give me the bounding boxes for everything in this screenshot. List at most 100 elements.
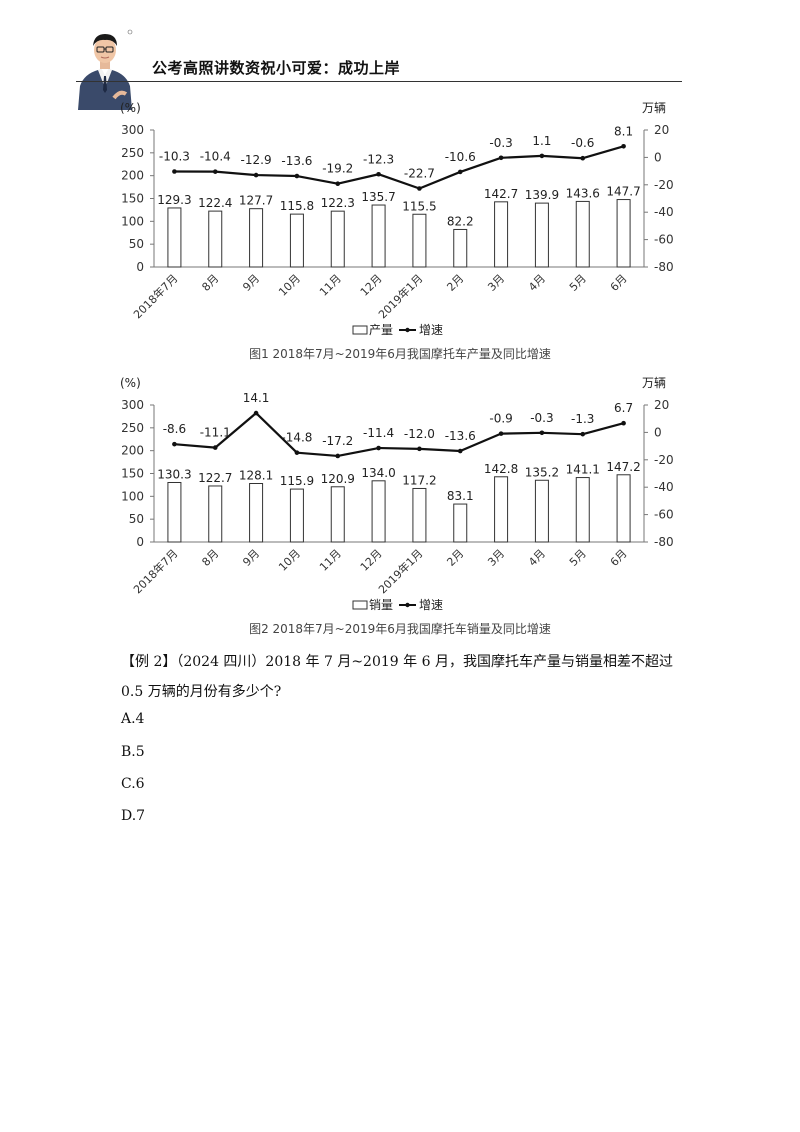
growth-value-label: -12.9 bbox=[241, 153, 272, 167]
category-label: 12月 bbox=[358, 547, 385, 574]
growth-value-label: 6.7 bbox=[614, 401, 633, 415]
category-label: 8月 bbox=[199, 272, 221, 294]
left-tick-label: 50 bbox=[129, 512, 144, 526]
left-axis-unit: (%) bbox=[120, 376, 141, 390]
left-tick-label: 200 bbox=[121, 169, 144, 183]
bar bbox=[494, 201, 509, 268]
growth-point bbox=[417, 186, 422, 191]
growth-point bbox=[580, 431, 586, 437]
bar-value-label: 115.8 bbox=[280, 199, 314, 213]
bar bbox=[208, 210, 223, 268]
category-label: 2019年1月 bbox=[375, 546, 425, 596]
category-label: 2月 bbox=[444, 272, 466, 294]
category-label: 3月 bbox=[485, 272, 507, 294]
category-label: 2月 bbox=[444, 547, 466, 569]
bar bbox=[208, 485, 223, 543]
growth-point bbox=[294, 450, 300, 455]
page-header: 公考高照讲数资祝小可爱：成功上岸 bbox=[0, 0, 800, 110]
category-label: 9月 bbox=[240, 272, 262, 294]
right-tick-label: 0 bbox=[654, 150, 662, 164]
legend-bar-swatch bbox=[352, 600, 368, 610]
growth-point bbox=[417, 446, 422, 452]
bar bbox=[249, 483, 264, 543]
category-label: 10月 bbox=[276, 272, 303, 299]
growth-value-label: -0.9 bbox=[489, 412, 512, 426]
bar bbox=[371, 204, 386, 268]
right-tick-label: -20 bbox=[654, 453, 674, 467]
growth-value-label: -14.8 bbox=[281, 431, 312, 445]
right-tick-label: 0 bbox=[654, 425, 662, 439]
option-c[interactable]: C.6 bbox=[121, 776, 145, 792]
bar bbox=[575, 200, 590, 268]
right-tick-label: -80 bbox=[654, 535, 674, 549]
bar bbox=[453, 503, 468, 543]
growth-value-label: -13.6 bbox=[445, 429, 476, 443]
bar bbox=[534, 479, 549, 543]
growth-value-label: -22.7 bbox=[404, 166, 435, 180]
bar-value-label: 117.2 bbox=[402, 473, 436, 487]
bar bbox=[167, 207, 182, 268]
category-label: 11月 bbox=[317, 272, 344, 299]
growth-value-label: -0.3 bbox=[530, 411, 553, 425]
bar-value-label: 130.3 bbox=[157, 467, 191, 481]
legend-bar-swatch bbox=[352, 325, 368, 335]
bar bbox=[289, 213, 304, 268]
bar-value-label: 147.2 bbox=[606, 460, 640, 474]
left-tick-label: 200 bbox=[121, 444, 144, 458]
bar bbox=[534, 202, 549, 268]
chart-caption: 图1 2018年7月~2019年6月我国摩托车产量及同比增速 bbox=[249, 346, 551, 360]
left-axis-unit: (%) bbox=[120, 101, 141, 115]
option-b[interactable]: B.5 bbox=[121, 744, 145, 760]
growth-point bbox=[539, 153, 545, 159]
right-tick-label: 20 bbox=[654, 398, 669, 412]
chart-caption: 图2 2018年7月~2019年6月我国摩托车销量及同比增速 bbox=[249, 621, 551, 635]
category-label: 5月 bbox=[567, 272, 589, 294]
right-tick-label: -20 bbox=[654, 178, 674, 192]
right-tick-label: 20 bbox=[654, 123, 669, 137]
bar bbox=[330, 210, 345, 268]
category-label: 8月 bbox=[199, 547, 221, 569]
option-d[interactable]: D.7 bbox=[121, 808, 146, 824]
growth-value-label: -17.2 bbox=[322, 434, 353, 448]
option-a[interactable]: A.4 bbox=[121, 711, 145, 727]
right-tick-label: -80 bbox=[654, 260, 674, 274]
growth-value-label: -13.6 bbox=[281, 154, 312, 168]
bar bbox=[616, 474, 631, 543]
bar-value-label: 122.4 bbox=[198, 196, 232, 210]
bar-value-label: 129.3 bbox=[157, 193, 191, 207]
growth-point bbox=[172, 441, 177, 447]
left-tick-label: 0 bbox=[136, 535, 144, 549]
growth-point bbox=[172, 169, 177, 174]
bar-value-label: 115.5 bbox=[402, 199, 436, 213]
growth-point bbox=[539, 430, 545, 436]
bar-value-label: 134.0 bbox=[361, 466, 395, 480]
bar bbox=[616, 199, 631, 268]
bar-value-label: 128.1 bbox=[239, 469, 273, 483]
legend-bar-label: 产量 bbox=[369, 323, 393, 337]
growth-point bbox=[621, 144, 626, 149]
growth-value-label: 1.1 bbox=[532, 134, 551, 148]
legend-line-marker bbox=[405, 327, 410, 333]
right-axis-unit: 万辆 bbox=[642, 101, 666, 115]
growth-point bbox=[498, 155, 504, 161]
growth-point bbox=[253, 172, 259, 178]
category-label: 6月 bbox=[608, 547, 630, 569]
bar bbox=[249, 208, 264, 268]
left-tick-label: 250 bbox=[121, 146, 144, 160]
chart-sales: (%) 万辆300250200150100500200-20-40-60-8013… bbox=[120, 376, 674, 635]
growth-value-label: 8.1 bbox=[614, 124, 633, 138]
bar bbox=[412, 213, 427, 268]
left-tick-label: 150 bbox=[121, 467, 144, 481]
growth-value-label: -11.4 bbox=[363, 426, 394, 440]
growth-value-label: -12.0 bbox=[404, 427, 435, 441]
bar-value-label: 141.1 bbox=[566, 463, 600, 477]
bar-value-label: 135.2 bbox=[525, 465, 559, 479]
left-tick-label: 250 bbox=[121, 421, 144, 435]
growth-point bbox=[376, 171, 381, 177]
growth-value-label: -12.3 bbox=[363, 152, 394, 166]
bar-value-label: 120.9 bbox=[321, 472, 355, 486]
left-tick-label: 50 bbox=[129, 237, 144, 251]
bar-value-label: 135.7 bbox=[361, 190, 395, 204]
right-tick-label: -60 bbox=[654, 233, 674, 247]
right-tick-label: -40 bbox=[654, 480, 674, 494]
